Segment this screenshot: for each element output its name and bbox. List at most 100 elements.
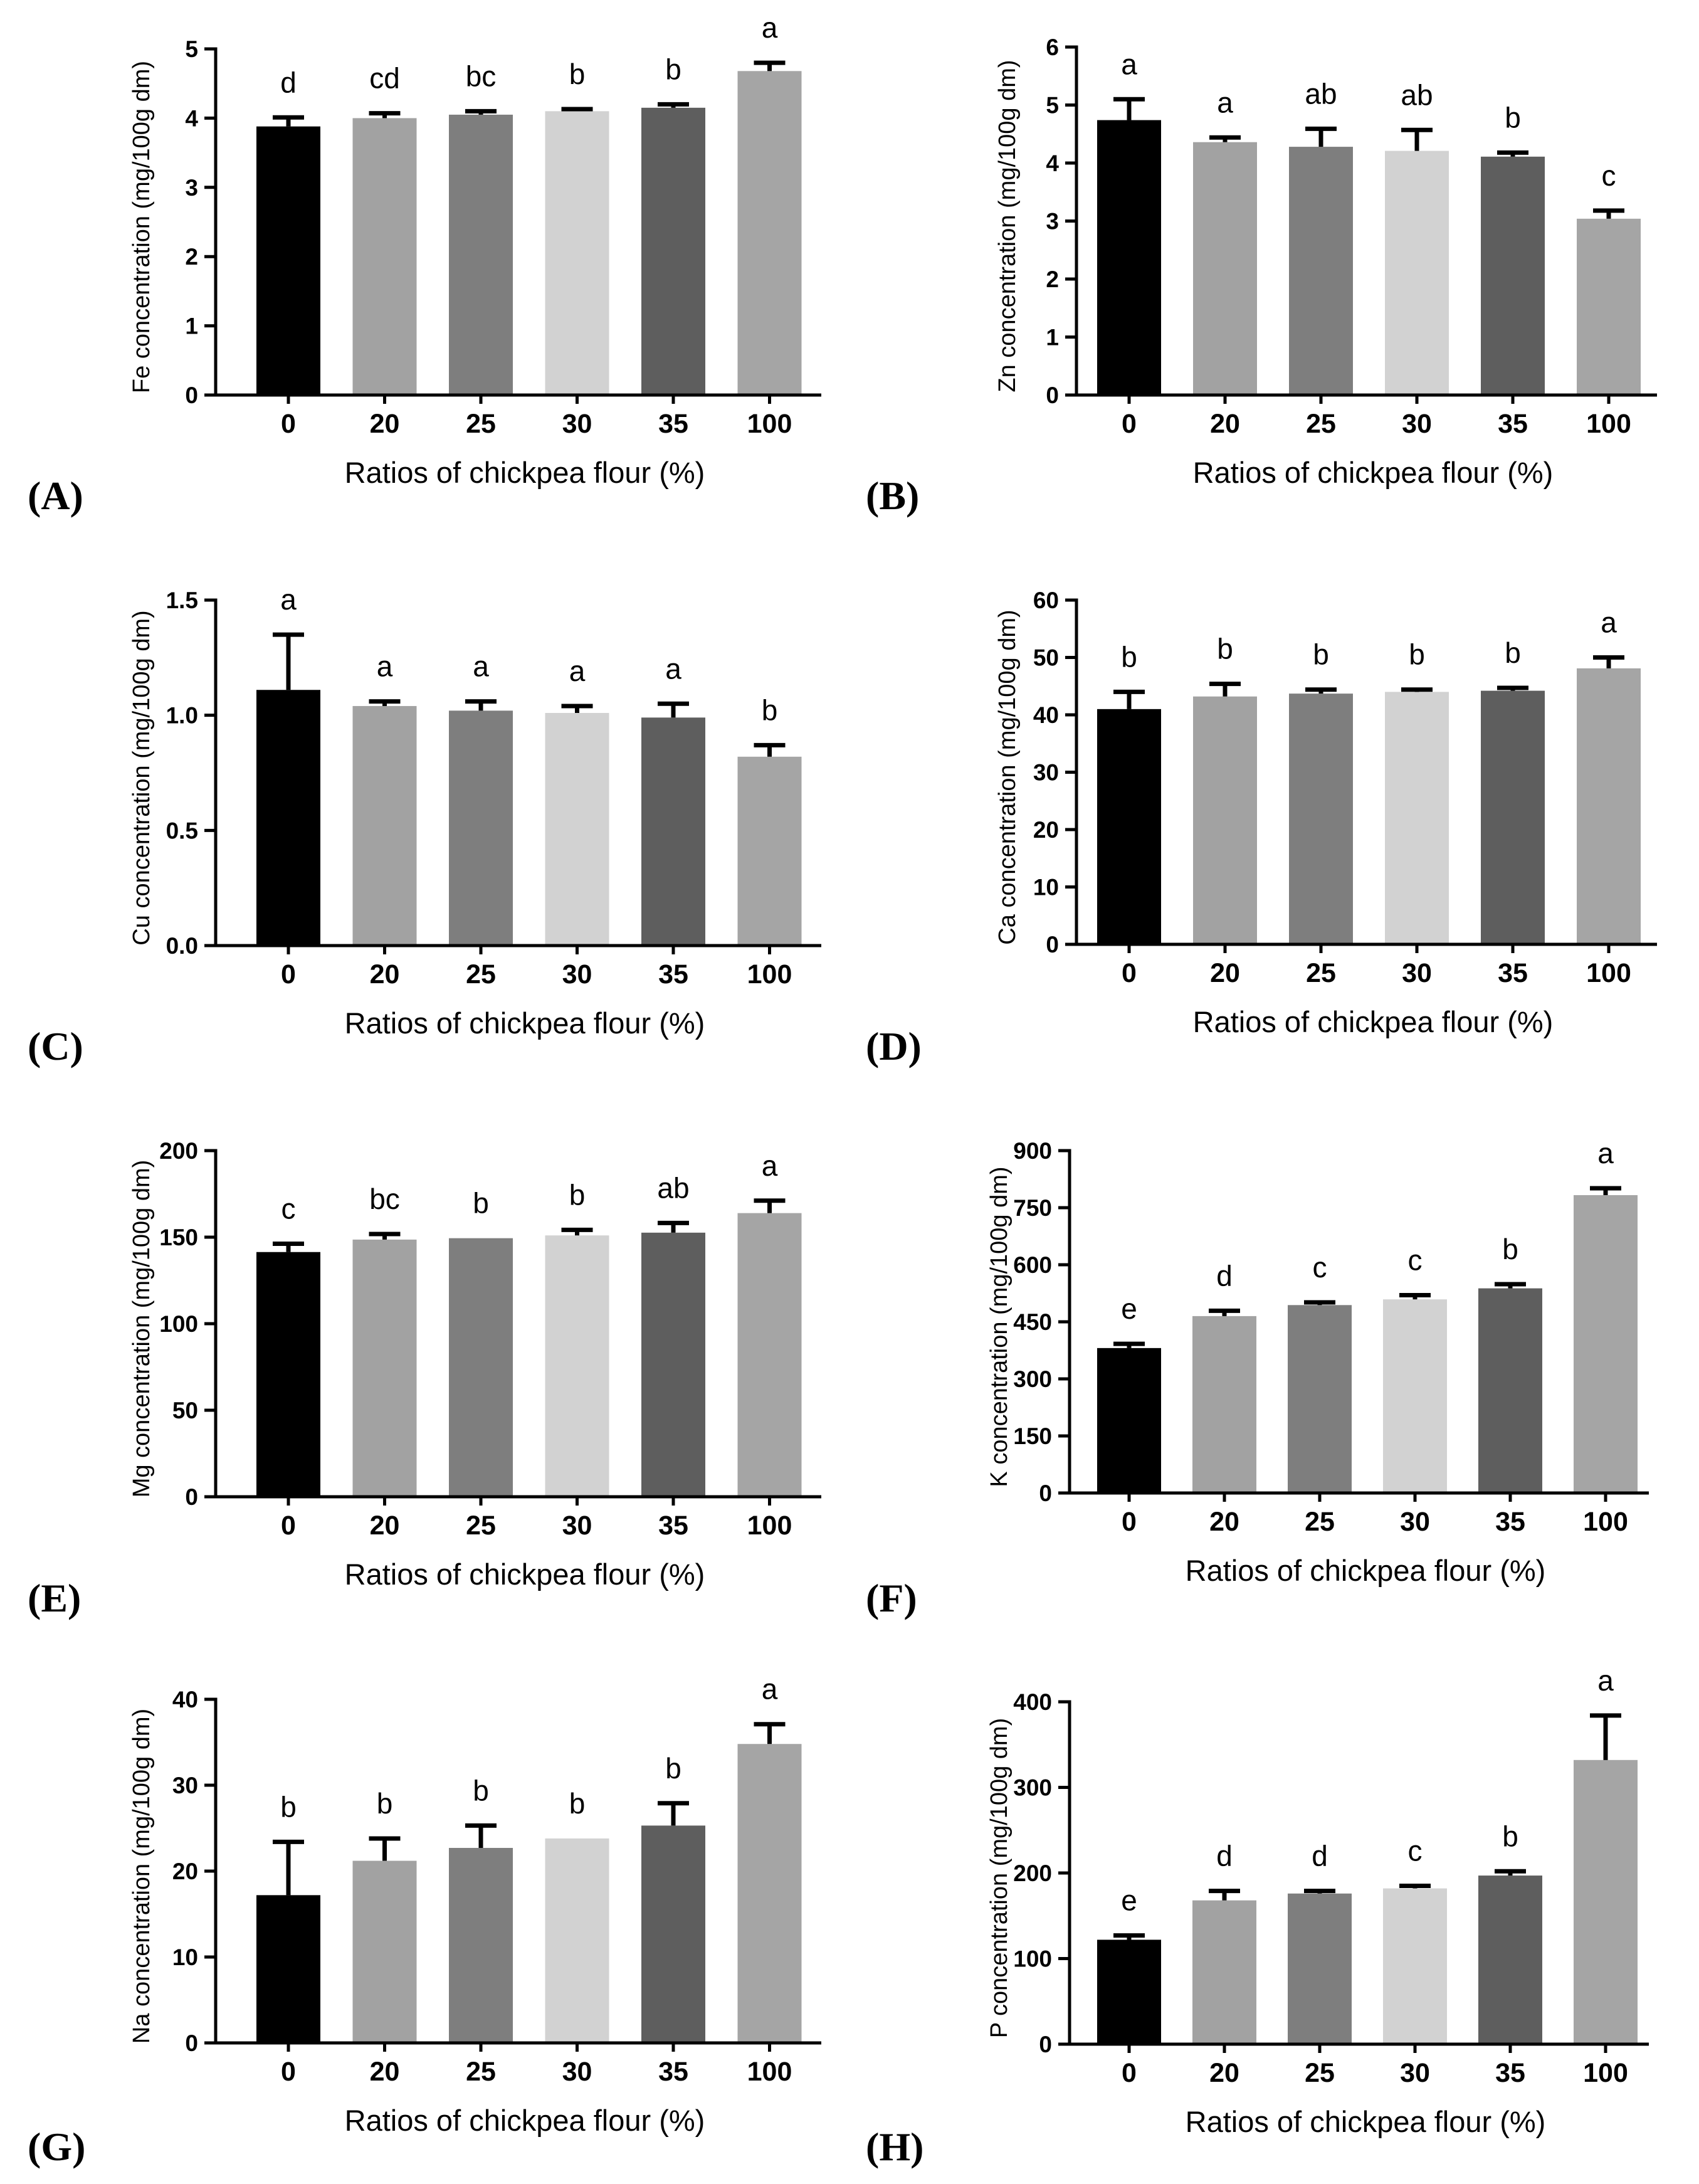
panel-label: (E) — [28, 1576, 81, 1620]
significance-letter: e — [1121, 1292, 1137, 1325]
y-tick-label: 5 — [185, 36, 198, 62]
panel-g: 0 10 20 30 40 b 0 b 20 b 25 b 30 b 35 a 100 Ratios of chi… — [28, 1673, 821, 2169]
panel-h: 0 100 200 300 400 e 0 d 20 d 25 c 30 b 35 a 100 Ratios of… — [866, 1664, 1649, 2169]
y-tick-label: 2 — [1046, 266, 1059, 292]
x-tick-label: 30 — [562, 409, 592, 439]
x-tick-label: 0 — [1122, 409, 1137, 439]
significance-letter: a — [473, 650, 489, 683]
bar-e-100 — [737, 1213, 802, 1497]
x-tick-label: 100 — [747, 2057, 792, 2087]
x-tick-label: 25 — [466, 1511, 496, 1541]
panel-c: 0.0 0.5 1.0 1.5 a 0 a 20 a 25 a 30 a 35 b 100 Ratios of … — [28, 583, 821, 1068]
y-tick-label: 600 — [1013, 1252, 1052, 1278]
significance-letter: b — [569, 1787, 586, 1820]
significance-letter: ab — [657, 1171, 689, 1204]
x-axis-title: Ratios of chickpea flour (%) — [1193, 456, 1554, 489]
y-tick-label: 100 — [1013, 1946, 1052, 1972]
bar-g-35 — [641, 1825, 705, 2043]
y-tick-label: 20 — [1033, 817, 1059, 843]
bar-a-25 — [449, 114, 513, 395]
x-tick-label: 0 — [281, 959, 296, 989]
bar-b-35 — [1481, 156, 1545, 395]
x-tick-label: 30 — [1400, 2058, 1430, 2088]
x-tick-label: 20 — [370, 959, 400, 989]
y-tick-label: 10 — [172, 1944, 198, 1970]
bar-a-30 — [545, 111, 609, 396]
bar-f-0 — [1097, 1348, 1161, 1493]
bar-f-25 — [1288, 1305, 1352, 1493]
bar-f-30 — [1383, 1299, 1447, 1493]
y-tick-label: 3 — [185, 175, 198, 201]
bar-e-0 — [256, 1252, 320, 1497]
x-tick-label: 35 — [1495, 1507, 1525, 1537]
x-tick-label: 25 — [1305, 2058, 1335, 2088]
y-tick-label: 750 — [1013, 1195, 1052, 1221]
bar-b-20 — [1193, 142, 1257, 395]
x-tick-label: 30 — [1400, 1507, 1430, 1537]
significance-letter: c — [281, 1192, 296, 1225]
bar-h-30 — [1383, 1888, 1447, 2044]
significance-letter: d — [1216, 1259, 1233, 1292]
significance-letter: a — [1597, 1664, 1614, 1697]
y-axis-title: Cu concentration (mg/100g dm) — [129, 610, 155, 945]
significance-letter: a — [762, 1673, 778, 1706]
x-tick-label: 0 — [1122, 2058, 1137, 2088]
y-axis-title: Mg concentration (mg/100g dm) — [129, 1160, 155, 1498]
x-tick-label: 20 — [1209, 2058, 1239, 2088]
x-tick-label: 30 — [562, 2057, 592, 2087]
y-tick-label: 0 — [185, 1484, 198, 1510]
panel-a: 0 1 2 3 4 5 d 0 cd 20 bc 25 b 30 b 35 a 100 Ratios of chic… — [28, 11, 821, 518]
x-tick-label: 30 — [1402, 958, 1432, 988]
y-axis-title: Zn concentration (mg/100g dm) — [994, 60, 1021, 392]
bar-h-35 — [1478, 1875, 1542, 2044]
significance-letter: a — [569, 655, 586, 687]
x-tick-label: 35 — [658, 409, 688, 439]
significance-letter: b — [1217, 633, 1233, 665]
x-tick-label: 20 — [1210, 958, 1240, 988]
bar-d-100 — [1577, 668, 1641, 944]
bar-d-20 — [1193, 696, 1257, 944]
bar-f-20 — [1192, 1316, 1256, 1493]
bar-c-100 — [737, 756, 802, 946]
panel-label: (G) — [28, 2124, 85, 2169]
y-tick-label: 3 — [1046, 209, 1059, 235]
significance-letter: d — [280, 66, 297, 98]
significance-letter: b — [665, 53, 681, 85]
y-tick-label: 5 — [1046, 93, 1059, 119]
x-tick-label: 35 — [1498, 409, 1528, 439]
y-tick-label: 20 — [172, 1859, 198, 1884]
bar-e-30 — [545, 1235, 609, 1497]
significance-letter: b — [1313, 638, 1329, 671]
significance-letter: b — [569, 58, 586, 90]
y-tick-label: 450 — [1013, 1309, 1052, 1335]
significance-letter: d — [1312, 1840, 1328, 1872]
x-tick-label: 0 — [281, 1511, 296, 1541]
significance-letter: b — [1502, 1233, 1518, 1265]
significance-letter: bc — [369, 1183, 400, 1215]
x-tick-label: 25 — [466, 409, 496, 439]
significance-letter: bc — [466, 60, 497, 92]
x-axis-title: Ratios of chickpea flour (%) — [345, 456, 705, 489]
panel-label: (D) — [866, 1024, 922, 1068]
bar-c-30 — [545, 712, 609, 946]
significance-letter: cd — [369, 62, 400, 95]
panel-label: (B) — [866, 473, 919, 518]
significance-letter: c — [1408, 1244, 1423, 1277]
y-tick-label: 50 — [1033, 645, 1059, 671]
y-tick-label: 0 — [1046, 932, 1059, 957]
panel-label: (C) — [28, 1024, 83, 1068]
significance-letter: b — [1505, 101, 1521, 134]
x-tick-label: 35 — [658, 1511, 688, 1541]
significance-letter: a — [1597, 1137, 1614, 1169]
y-tick-label: 0.0 — [166, 933, 198, 959]
significance-letter: b — [280, 1790, 297, 1823]
x-tick-label: 25 — [466, 959, 496, 989]
y-tick-label: 100 — [159, 1311, 198, 1337]
panel-label: (F) — [866, 1576, 917, 1620]
panel-f: 0 150 300 450 600 750 900 e 0 d 20 c 25 c 30 b 35 a 100 Rat… — [866, 1137, 1649, 1620]
significance-letter: b — [377, 1787, 393, 1820]
bar-d-25 — [1289, 694, 1353, 944]
y-tick-label: 4 — [185, 105, 198, 131]
x-tick-label: 20 — [370, 2057, 400, 2087]
x-tick-label: 30 — [1402, 409, 1432, 439]
